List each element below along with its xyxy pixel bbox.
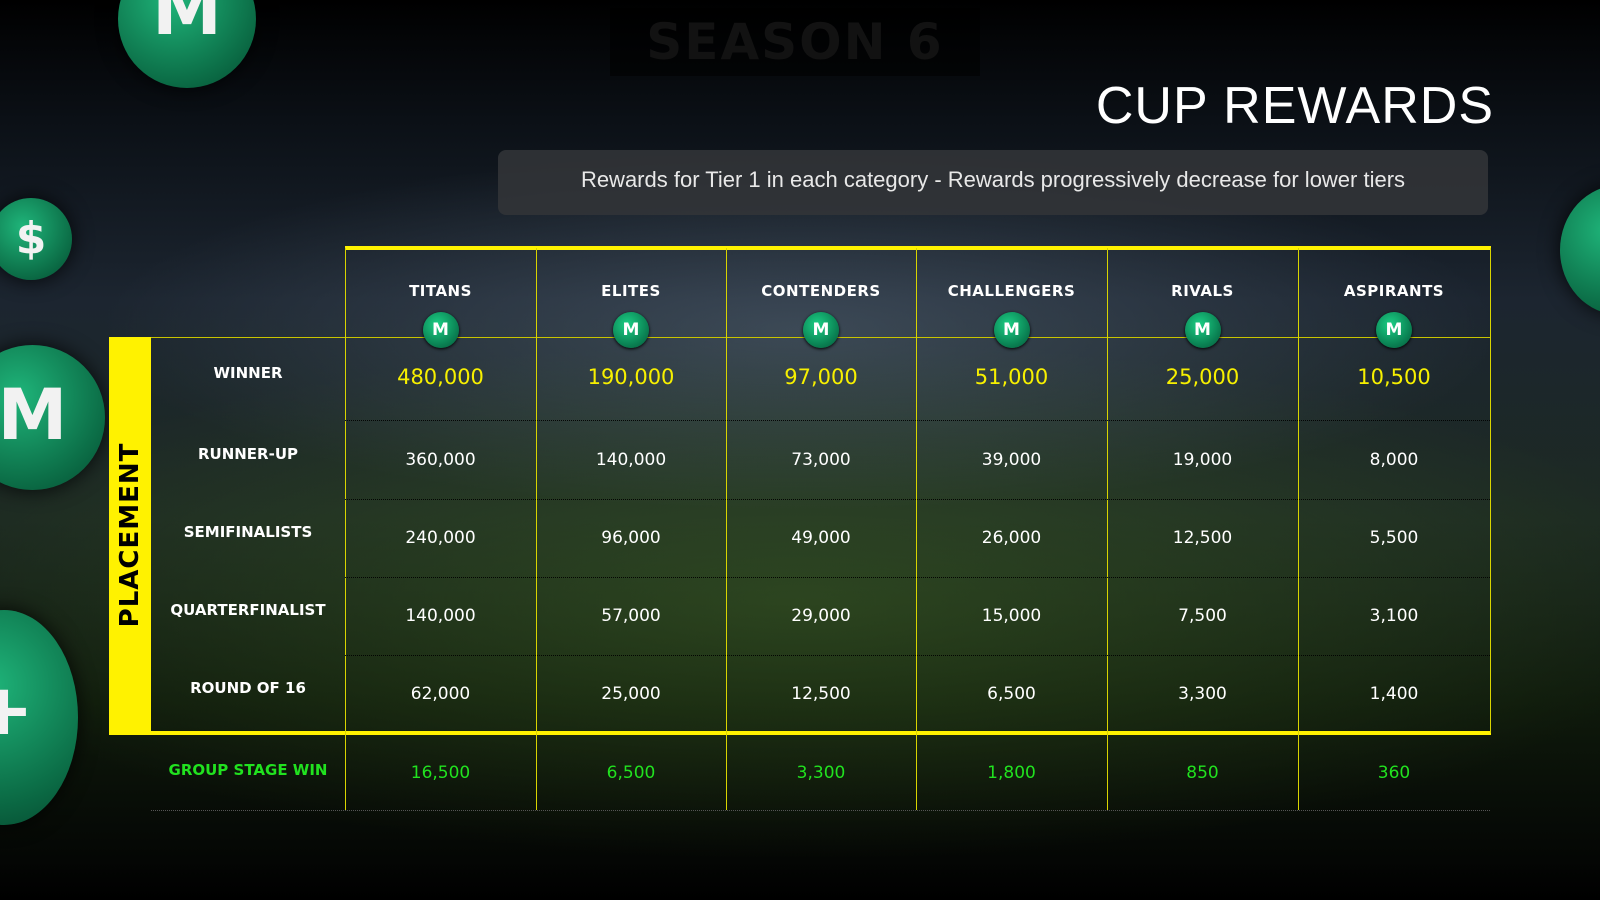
reward-value: 73,000 [791,449,851,470]
group-stage-value: 16,500 [410,763,471,783]
m-coin-icon: M [1184,312,1221,348]
reward-value: 240,000 [405,528,476,548]
reward-value: 3,100 [1369,606,1419,626]
group-stage-value: 6,500 [606,763,656,783]
reward-value: 3,300 [1178,684,1227,704]
column-divider [916,248,917,810]
reward-value: 5,500 [1369,528,1419,548]
reward-value: 97,000 [784,364,858,389]
dollar-coin-icon: $ [0,198,72,280]
reward-value: 140,000 [405,606,476,626]
m-coin-icon [1560,185,1600,315]
reward-value: 25,000 [1165,364,1240,389]
reward-value: 1,400 [1369,684,1419,704]
reward-value: 10,500 [1357,364,1431,389]
reward-value: 62,000 [410,684,471,704]
row-label: SEMIFINALISTS [183,523,313,541]
row-label: WINNER [213,363,283,382]
reward-value: 29,000 [791,606,851,626]
row-divider [151,810,1490,811]
row-divider [345,499,1490,500]
reward-value: 6,500 [987,684,1036,704]
m-coin-icon: M [993,312,1030,348]
column-divider [1490,248,1491,733]
reward-value: 19,000 [1172,449,1233,470]
column-header-elites: ELITES [601,282,661,300]
reward-value: 480,000 [397,364,484,389]
row-divider [345,577,1490,578]
group-stage-value: 850 [1186,763,1219,783]
reward-value: 26,000 [981,528,1042,548]
table-top-border [345,246,1491,250]
row-label: RUNNER-UP [197,444,299,463]
column-header-rivals: RIVALS [1171,282,1234,300]
m-coin-icon: M [613,312,649,348]
column-divider [1298,248,1299,810]
m-coin-icon: M [1376,312,1412,348]
reward-value: 12,500 [1172,528,1233,548]
reward-value: 15,000 [981,606,1042,626]
placement-bottom-border [109,731,1491,735]
reward-value: 96,000 [601,528,661,548]
row-divider [345,420,1490,421]
column-divider [726,248,727,810]
reward-value: 25,000 [601,684,661,704]
placement-label: PLACEMENT [115,442,145,628]
group-stage-value: 3,300 [796,763,846,783]
season-banner: SEASON 6 [610,8,980,76]
reward-value: 12,500 [791,684,851,704]
m-coin-icon: M [803,312,839,348]
reward-value: 360,000 [405,449,476,470]
row-label: QUARTERFINALIST [170,601,326,619]
row-divider [345,655,1490,656]
page-title: CUP REWARDS [1095,77,1494,135]
subtitle-banner: Rewards for Tier 1 in each category - Re… [498,150,1488,215]
reward-value: 39,000 [981,449,1042,470]
placement-side-label: PLACEMENT [109,337,151,733]
reward-value: 140,000 [595,449,667,470]
column-divider [536,248,537,810]
group-stage-value: 360 [1377,763,1411,783]
reward-value: 7,500 [1178,606,1227,626]
column-divider [1107,248,1108,810]
reward-value: 57,000 [601,606,661,626]
group-stage-value: 1,800 [987,763,1036,783]
m-coin-icon: M [118,0,256,88]
reward-value: 51,000 [974,364,1049,389]
reward-value: 49,000 [791,528,851,548]
column-divider [345,248,346,810]
column-header-titans: TITANS [409,282,472,300]
m-coin-icon: M [422,312,459,348]
column-header-challengers: CHALLENGERS [947,282,1076,300]
reward-value: 8,000 [1369,449,1419,470]
reward-value: 190,000 [587,364,675,389]
column-header-aspirants: ASPIRANTS [1343,282,1445,300]
season-label: SEASON 6 [646,13,944,71]
row-label: ROUND OF 16 [190,679,306,697]
group-stage-label: GROUP STAGE WIN [168,761,328,779]
column-header-contenders: CONTENDERS [761,282,881,300]
